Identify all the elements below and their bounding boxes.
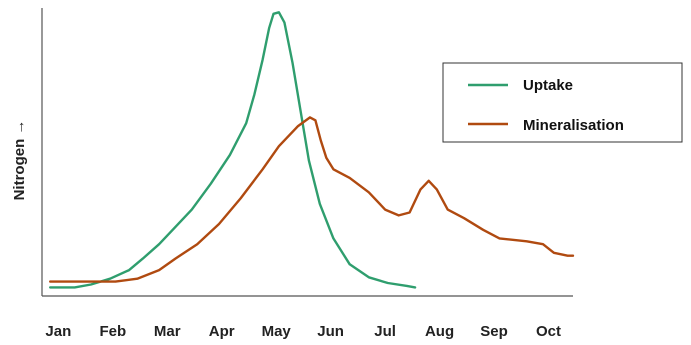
- series-line-mineralisation: [49, 116, 575, 283]
- x-tick-label-jan: Jan: [45, 323, 71, 340]
- legend-box: [442, 62, 683, 143]
- legend-label-mineralisation: Mineralisation: [523, 117, 624, 134]
- legend-label-uptake: Uptake: [523, 77, 573, 94]
- x-tick-label-feb: Feb: [99, 323, 126, 340]
- x-tick-labels: Jan Feb Mar Apr May Jun Jul Aug Sep Oct: [45, 323, 561, 340]
- series-line-uptake: [49, 11, 417, 289]
- series-lines: [49, 11, 575, 289]
- legend: Uptake Mineralisation: [442, 62, 683, 143]
- x-tick-label-sep: Sep: [480, 323, 508, 340]
- axes: [41, 8, 573, 297]
- x-tick-label-apr: Apr: [209, 323, 235, 340]
- x-tick-label-jul: Jul: [374, 323, 396, 340]
- y-axis-label: Nitrogen →: [11, 120, 28, 201]
- x-tick-label-oct: Oct: [536, 323, 561, 340]
- x-tick-label-may: May: [262, 323, 292, 340]
- x-tick-label-mar: Mar: [154, 323, 181, 340]
- x-tick-label-aug: Aug: [425, 323, 454, 340]
- x-tick-label-jun: Jun: [317, 323, 344, 340]
